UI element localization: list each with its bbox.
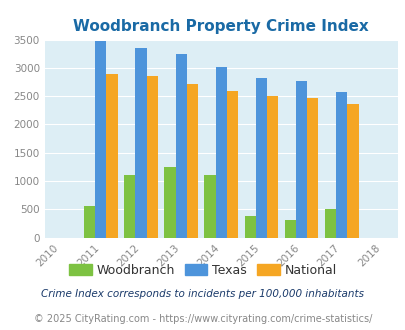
Bar bbox=[204, 175, 215, 238]
Bar bbox=[106, 74, 117, 238]
Bar bbox=[307, 98, 318, 238]
Title: Woodbranch Property Crime Index: Woodbranch Property Crime Index bbox=[73, 19, 368, 34]
Bar bbox=[284, 220, 295, 238]
Text: Crime Index corresponds to incidents per 100,000 inhabitants: Crime Index corresponds to incidents per… bbox=[41, 289, 364, 299]
Bar bbox=[175, 54, 186, 238]
Bar bbox=[215, 67, 226, 238]
Bar bbox=[164, 167, 175, 238]
Bar bbox=[95, 41, 106, 238]
Bar bbox=[186, 84, 198, 238]
Bar bbox=[255, 78, 266, 238]
Bar bbox=[266, 96, 277, 238]
Bar bbox=[295, 81, 307, 238]
Bar bbox=[124, 175, 135, 238]
Text: © 2025 CityRating.com - https://www.cityrating.com/crime-statistics/: © 2025 CityRating.com - https://www.city… bbox=[34, 314, 371, 324]
Bar bbox=[335, 92, 346, 238]
Bar bbox=[146, 76, 158, 238]
Bar bbox=[324, 209, 335, 238]
Bar bbox=[135, 48, 146, 238]
Bar bbox=[226, 91, 238, 238]
Bar bbox=[84, 207, 95, 238]
Bar bbox=[346, 104, 358, 238]
Legend: Woodbranch, Texas, National: Woodbranch, Texas, National bbox=[64, 259, 341, 282]
Bar bbox=[244, 216, 255, 238]
